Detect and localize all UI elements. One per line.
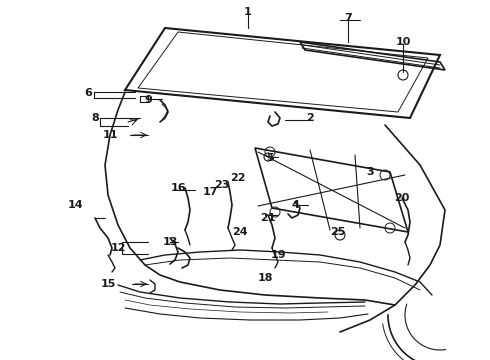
Text: 15: 15 bbox=[100, 279, 116, 289]
Text: 14: 14 bbox=[67, 200, 83, 210]
Text: 2: 2 bbox=[306, 113, 314, 123]
Text: 25: 25 bbox=[330, 227, 345, 237]
Text: 8: 8 bbox=[91, 113, 99, 123]
Text: 5: 5 bbox=[266, 153, 274, 163]
Text: 17: 17 bbox=[202, 187, 218, 197]
Text: 7: 7 bbox=[344, 13, 352, 23]
Text: 10: 10 bbox=[395, 37, 411, 47]
Text: 21: 21 bbox=[260, 213, 276, 223]
Text: 1: 1 bbox=[244, 7, 252, 17]
Text: 13: 13 bbox=[162, 237, 178, 247]
Text: 22: 22 bbox=[230, 173, 246, 183]
Text: 18: 18 bbox=[257, 273, 273, 283]
Text: 9: 9 bbox=[144, 95, 152, 105]
Text: 3: 3 bbox=[366, 167, 374, 177]
Text: 23: 23 bbox=[214, 180, 230, 190]
Text: 11: 11 bbox=[102, 130, 118, 140]
Text: 6: 6 bbox=[84, 88, 92, 98]
Text: 4: 4 bbox=[291, 200, 299, 210]
Text: 12: 12 bbox=[110, 243, 126, 253]
Text: 16: 16 bbox=[170, 183, 186, 193]
Text: 19: 19 bbox=[270, 250, 286, 260]
Text: 20: 20 bbox=[394, 193, 410, 203]
Text: 24: 24 bbox=[232, 227, 248, 237]
